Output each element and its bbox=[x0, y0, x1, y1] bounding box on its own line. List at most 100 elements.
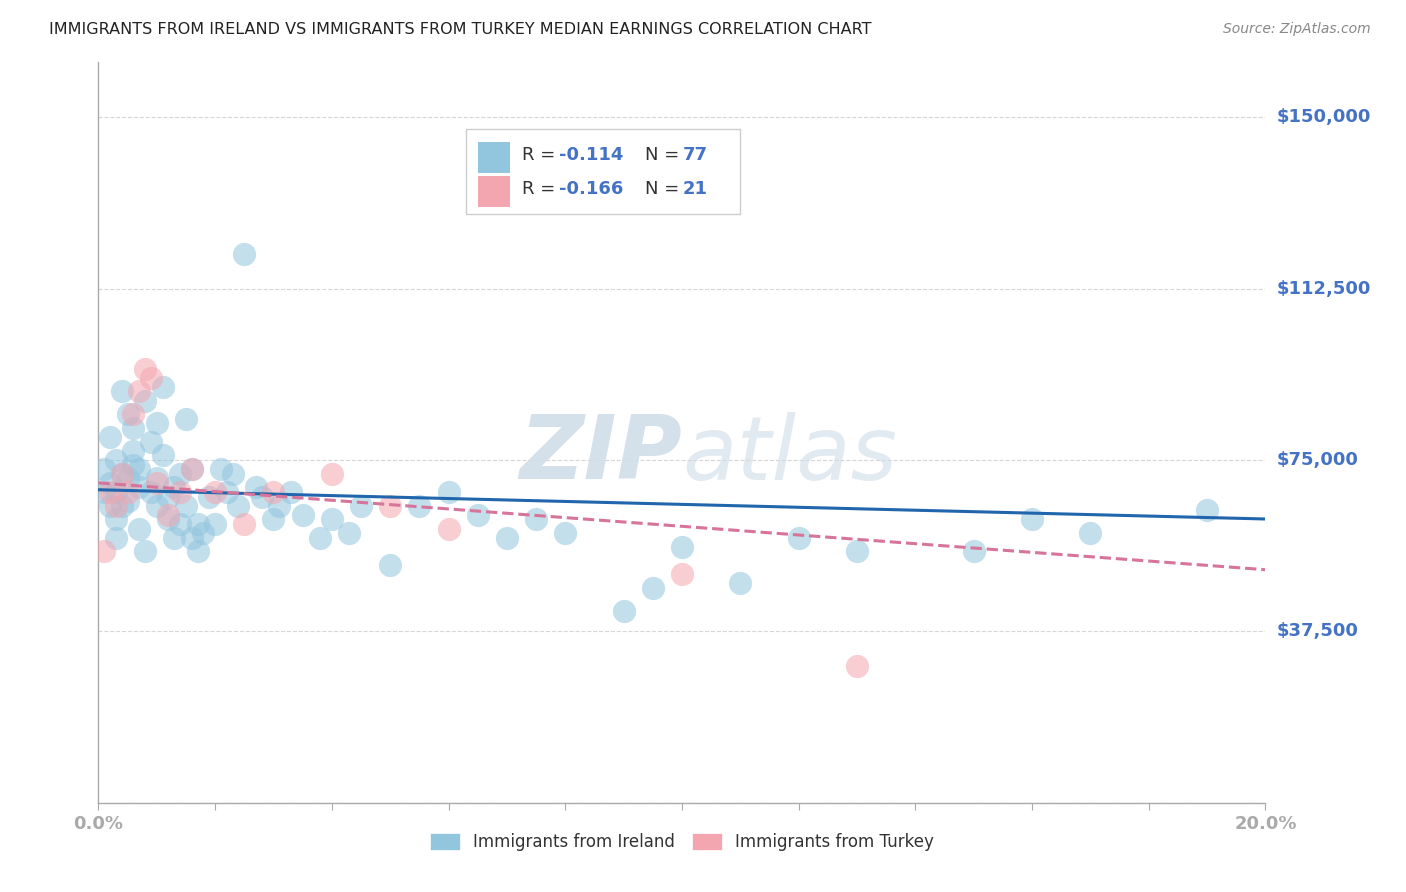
Point bbox=[117, 494, 139, 508]
Point bbox=[641, 581, 664, 595]
Point bbox=[146, 475, 169, 490]
FancyBboxPatch shape bbox=[465, 129, 741, 214]
Point bbox=[163, 531, 186, 545]
Text: N =: N = bbox=[644, 179, 685, 198]
Point bbox=[98, 430, 121, 444]
Text: -0.114: -0.114 bbox=[560, 145, 624, 163]
Point bbox=[496, 531, 519, 545]
Point bbox=[730, 576, 752, 591]
Point bbox=[437, 485, 460, 500]
Point bbox=[117, 408, 139, 422]
Point bbox=[204, 485, 226, 500]
Point bbox=[280, 485, 302, 500]
Point bbox=[187, 544, 209, 558]
Text: $150,000: $150,000 bbox=[1277, 108, 1371, 127]
Point bbox=[221, 467, 243, 481]
Text: IMMIGRANTS FROM IRELAND VS IMMIGRANTS FROM TURKEY MEDIAN EARNINGS CORRELATION CH: IMMIGRANTS FROM IRELAND VS IMMIGRANTS FR… bbox=[49, 22, 872, 37]
Point bbox=[104, 499, 127, 513]
Point bbox=[117, 485, 139, 500]
Point bbox=[174, 412, 197, 426]
Point bbox=[146, 417, 169, 431]
Point bbox=[157, 490, 180, 504]
Point bbox=[152, 380, 174, 394]
Point bbox=[104, 453, 127, 467]
Point bbox=[98, 485, 121, 500]
Point bbox=[250, 490, 273, 504]
Point bbox=[128, 462, 150, 476]
Point bbox=[554, 526, 576, 541]
Text: 21: 21 bbox=[683, 179, 709, 198]
Text: $112,500: $112,500 bbox=[1277, 280, 1371, 298]
Point bbox=[104, 531, 127, 545]
Point bbox=[198, 490, 221, 504]
Point bbox=[380, 558, 402, 573]
Point bbox=[204, 516, 226, 531]
Point bbox=[962, 544, 984, 558]
Point bbox=[139, 485, 162, 500]
Point bbox=[350, 499, 373, 513]
Point bbox=[98, 475, 121, 490]
Point bbox=[524, 512, 547, 526]
Point bbox=[163, 480, 186, 494]
Point bbox=[157, 512, 180, 526]
Point bbox=[187, 516, 209, 531]
Point bbox=[612, 604, 634, 618]
Point bbox=[180, 531, 202, 545]
Point bbox=[139, 371, 162, 385]
Point bbox=[104, 512, 127, 526]
Point bbox=[291, 508, 314, 522]
Point bbox=[209, 462, 232, 476]
Text: $37,500: $37,500 bbox=[1277, 623, 1358, 640]
Point bbox=[128, 384, 150, 399]
Point bbox=[152, 449, 174, 463]
Point bbox=[122, 458, 145, 472]
Point bbox=[93, 462, 115, 476]
Point bbox=[134, 361, 156, 376]
Point bbox=[787, 531, 810, 545]
Point bbox=[98, 499, 121, 513]
Point bbox=[180, 462, 202, 476]
Point bbox=[233, 247, 256, 261]
Text: Source: ZipAtlas.com: Source: ZipAtlas.com bbox=[1223, 22, 1371, 37]
Point bbox=[117, 471, 139, 485]
Point bbox=[122, 408, 145, 422]
Point bbox=[408, 499, 430, 513]
Point bbox=[146, 471, 169, 485]
Point bbox=[321, 467, 343, 481]
Text: $75,000: $75,000 bbox=[1277, 451, 1358, 469]
Text: atlas: atlas bbox=[682, 412, 897, 498]
Legend: Immigrants from Ireland, Immigrants from Turkey: Immigrants from Ireland, Immigrants from… bbox=[423, 826, 941, 857]
Point bbox=[169, 516, 191, 531]
Point bbox=[215, 485, 238, 500]
Point bbox=[139, 434, 162, 449]
Point bbox=[846, 658, 869, 673]
Point bbox=[104, 485, 127, 500]
Point bbox=[122, 443, 145, 458]
Point bbox=[337, 526, 360, 541]
Point bbox=[180, 462, 202, 476]
Bar bbox=[478, 176, 510, 207]
Point bbox=[146, 499, 169, 513]
Point bbox=[262, 512, 284, 526]
Point bbox=[128, 480, 150, 494]
Point bbox=[134, 393, 156, 408]
Point bbox=[671, 567, 693, 582]
Point bbox=[193, 526, 215, 541]
Point bbox=[437, 522, 460, 536]
Text: R =: R = bbox=[522, 179, 561, 198]
Point bbox=[1195, 503, 1218, 517]
Text: N =: N = bbox=[644, 145, 685, 163]
Point bbox=[111, 499, 134, 513]
Point bbox=[321, 512, 343, 526]
Point bbox=[111, 467, 134, 481]
Point bbox=[157, 508, 180, 522]
Point bbox=[134, 544, 156, 558]
Point bbox=[128, 522, 150, 536]
Point bbox=[1080, 526, 1102, 541]
Bar bbox=[478, 142, 510, 173]
Point bbox=[169, 467, 191, 481]
Point bbox=[262, 485, 284, 500]
Point bbox=[93, 485, 115, 500]
Point bbox=[174, 499, 197, 513]
Point bbox=[309, 531, 332, 545]
